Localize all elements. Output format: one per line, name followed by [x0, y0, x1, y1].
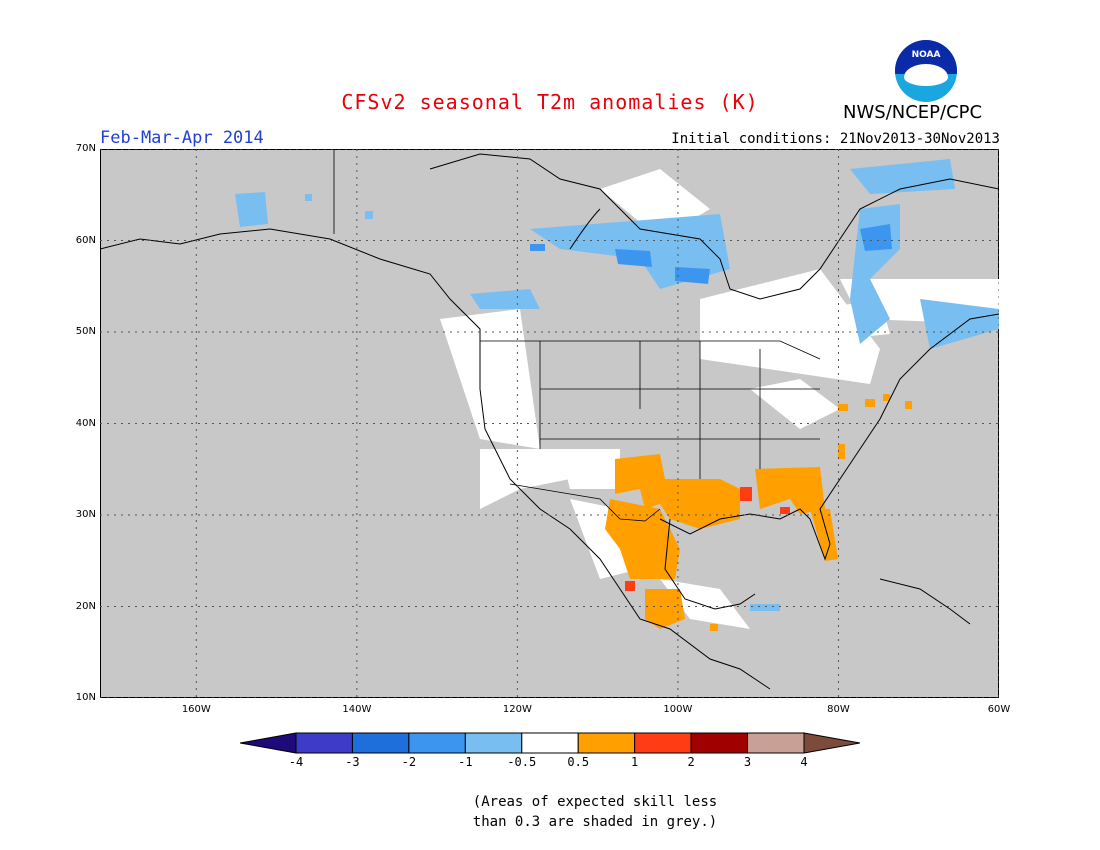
colorbar-label: -2	[401, 755, 417, 769]
lon-tick-label: 80W	[827, 704, 850, 715]
chart-title: CFSv2 seasonal T2m anomalies (K)	[341, 90, 759, 114]
skill-note: (Areas of expected skill less than 0.3 a…	[0, 792, 1100, 832]
lat-tick-label: 10N	[75, 692, 96, 703]
boundaries	[333, 149, 821, 522]
lat-tick-label: 50N	[75, 326, 96, 337]
colorbar-swatch	[351, 732, 410, 754]
colorbar-label: 3	[743, 755, 752, 769]
colorbar-swatch	[521, 732, 579, 754]
colorbar-label: -4	[288, 755, 304, 769]
colorbar-label: 2	[687, 755, 695, 769]
colorbar-swatch	[690, 732, 749, 754]
colorbar-swatch	[577, 732, 636, 754]
logo-text: NOAA	[911, 50, 941, 60]
lon-tick-label: 160W	[181, 704, 211, 715]
colorbar-label: -0.5	[507, 755, 537, 769]
lon-tick-label: 100W	[663, 704, 693, 715]
skill-note-line-2: than 0.3 are shaded in grey.)	[472, 814, 718, 830]
skill-note-line-1: (Areas of expected skill less	[472, 794, 718, 810]
colorbar-swatch	[408, 732, 466, 754]
colorbar	[240, 732, 860, 754]
cold-anomaly-regions-strong	[530, 224, 892, 284]
lon-tick-label: 120W	[502, 704, 532, 715]
agency-label: NWS/NCEP/CPC	[843, 102, 983, 123]
initial-conditions-label: Initial conditions: 21Nov2013-30Nov2013	[671, 131, 1000, 147]
colorbar-swatch	[464, 732, 523, 754]
season-label: Feb-Mar-Apr 2014	[100, 128, 264, 148]
colorbar-swatch	[634, 732, 692, 754]
colorbar-label: 0.5	[567, 755, 590, 769]
lon-tick-label: 60W	[987, 704, 1011, 715]
lat-tick-label: 40N	[75, 417, 96, 429]
lat-tick-label: 20N	[75, 600, 96, 612]
coastlines	[100, 153, 999, 690]
warm-anomaly-regions-strong	[625, 487, 790, 591]
lat-tick-label: 70N	[75, 143, 96, 154]
anomaly-map	[100, 149, 999, 698]
colorbar-label: 4	[800, 755, 808, 769]
lat-tick-label: 30N	[75, 509, 96, 520]
colorbar-min-arrow	[240, 732, 297, 754]
colorbar-label: -1	[458, 755, 473, 769]
lon-tick-label: 140W	[342, 704, 372, 715]
colorbar-swatch	[295, 732, 353, 754]
map-grid	[100, 149, 999, 698]
colorbar-swatch	[747, 732, 805, 754]
logo-bird-icon	[904, 64, 948, 86]
noaa-logo: NOAA	[895, 40, 957, 102]
lat-tick-label: 60N	[75, 234, 96, 246]
colorbar-label: -3	[345, 755, 360, 769]
colorbar-max-arrow	[803, 732, 860, 754]
colorbar-label: 1	[631, 755, 639, 769]
